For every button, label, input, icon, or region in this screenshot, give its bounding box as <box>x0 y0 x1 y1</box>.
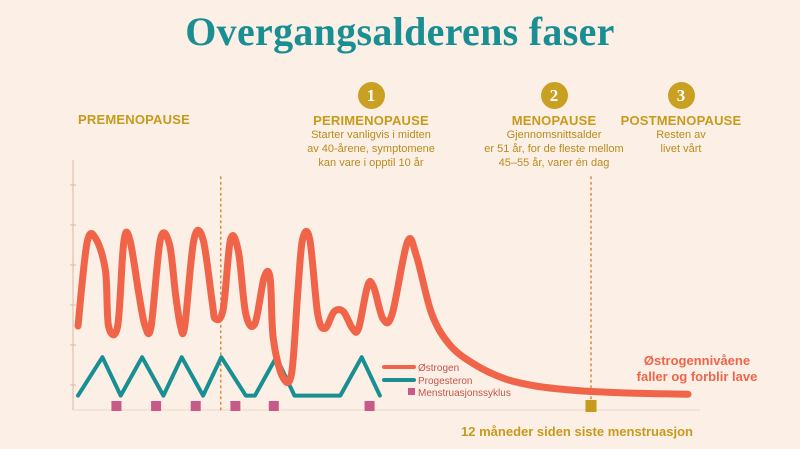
chart-markers <box>111 400 597 412</box>
chart-series <box>74 226 692 398</box>
phase-name: POSTMENOPAUSE <box>620 113 742 128</box>
page-title: Overgangsalderens faser <box>185 9 615 54</box>
legend-label-menstruation: Menstruasjonssyklus <box>418 388 511 399</box>
annotation-estrogen-low-line1: Østrogennivåene <box>644 353 750 368</box>
phase-postmenopause: 3 POSTMENOPAUSE Resten av livet vårt <box>616 82 746 156</box>
menstruation-marker <box>230 401 241 411</box>
phase-number-badge: 1 <box>357 82 385 109</box>
annotation-estrogen-low-line2: faller og forblir lave <box>637 369 758 384</box>
menstruation-marker <box>151 401 162 411</box>
phase-description-line: av 40-årene, symptomene <box>307 143 435 155</box>
menopause-milestone-marker <box>585 400 597 412</box>
legend-label-estrogen: Østrogen <box>418 363 459 374</box>
series-line-progesterone <box>76 355 382 398</box>
menstruation-marker <box>111 401 122 411</box>
menstruation-marker <box>364 401 375 411</box>
series-line-estrogen <box>74 226 692 398</box>
phase-description-line: Gjennomsnittsalder <box>506 129 602 141</box>
phase-number-badge: 3 <box>667 82 695 109</box>
menstruation-marker <box>190 401 201 411</box>
phase-description-line: Starter vanligvis i midten <box>311 129 431 141</box>
chart-legend: Østrogen Progesteron Menstruasjonssyklus <box>382 363 511 399</box>
phase-description-line: livet vårt <box>660 143 702 155</box>
phase-name: PERIMENOPAUSE <box>313 113 429 128</box>
annotation-twelve-months: 12 måneder siden siste menstruasjon <box>461 424 693 439</box>
phase-description-line: kan vare i opptil 10 år <box>318 157 424 169</box>
phase-menopause: 2 MENOPAUSE Gjennomsnittsalder er 51 år,… <box>462 82 646 170</box>
phase-premenopause: PREMENOPAUSE <box>64 112 204 127</box>
phase-description-line: Resten av <box>656 129 706 141</box>
phase-number-badge: 2 <box>540 82 568 109</box>
phase-description-line: 45–55 år, varer én dag <box>498 157 610 169</box>
legend-label-progesterone: Progesteron <box>418 376 472 387</box>
phase-divider-lines <box>219 176 592 411</box>
menstruation-marker <box>268 401 279 411</box>
chart-axis <box>70 160 700 411</box>
legend-swatch-menstruation <box>408 388 415 395</box>
phase-name: PREMENOPAUSE <box>78 112 190 127</box>
phase-perimenopause: 1 PERIMENOPAUSE Starter vanligvis i midt… <box>276 82 466 170</box>
phase-description-line: er 51 år, for de fleste mellom <box>484 143 624 155</box>
phase-name: MENOPAUSE <box>511 113 597 128</box>
